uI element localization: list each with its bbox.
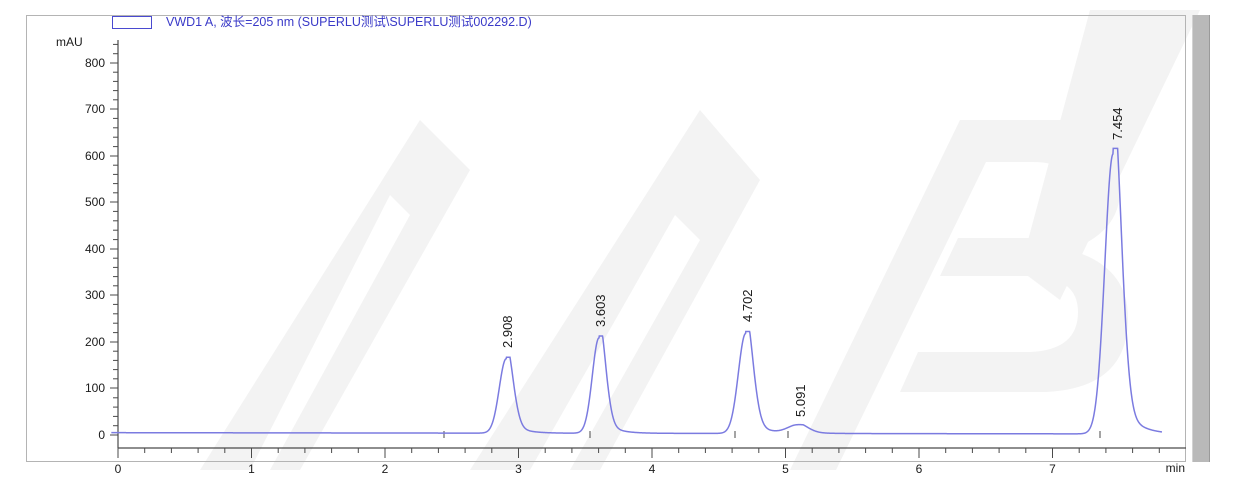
peak-label-2: 3.603 [593, 294, 608, 327]
chromatogram-trace [111, 147, 1163, 435]
y-tick-label-200: 200 [85, 335, 105, 349]
x-axis: 0 1 2 3 4 5 6 7 min [115, 447, 1186, 476]
x-tick-label-4: 4 [649, 462, 656, 476]
x-tick-label-5: 5 [782, 462, 789, 476]
legend[interactable]: VWD1 A, 波长=205 nm (SUPERLU测试\SUPERLU测试00… [112, 16, 532, 29]
y-tick-label-500: 500 [85, 195, 105, 209]
vertical-scrollbar[interactable] [1192, 15, 1210, 462]
y-axis-minor-ticks [113, 43, 118, 427]
x-axis-ticks [117, 448, 1053, 458]
peak-label-3: 4.702 [740, 289, 755, 322]
x-axis-unit-label: min [1166, 461, 1185, 475]
peak-label-1: 2.908 [500, 315, 515, 348]
trace-color-swatch[interactable] [112, 16, 152, 29]
legend-label: VWD1 A, 波长=205 nm (SUPERLU测试\SUPERLU测试00… [166, 15, 532, 29]
y-tick-label-700: 700 [85, 102, 105, 116]
y-tick-label-600: 600 [85, 149, 105, 163]
x-tick-label-3: 3 [515, 462, 522, 476]
y-axis: 0 100 200 300 400 500 600 700 800 mAU [56, 35, 119, 448]
x-tick-label-7: 7 [1049, 462, 1056, 476]
x-tick-label-2: 2 [382, 462, 389, 476]
y-tick-label-0: 0 [98, 428, 105, 442]
peak-label-4: 5.091 [793, 384, 808, 417]
y-axis-ticks [110, 62, 118, 436]
y-tick-label-100: 100 [85, 381, 105, 395]
x-tick-label-1: 1 [248, 462, 255, 476]
x-tick-label-6: 6 [916, 462, 923, 476]
y-tick-label-800: 800 [85, 56, 105, 70]
y-axis-unit-label: mAU [56, 35, 83, 49]
peak-label-5: 7.454 [1110, 107, 1125, 140]
peak-labels: 2.908 3.603 4.702 5.091 7.454 [500, 107, 1125, 417]
y-tick-label-400: 400 [85, 242, 105, 256]
y-tick-label-300: 300 [85, 288, 105, 302]
x-tick-label-0: 0 [115, 462, 122, 476]
